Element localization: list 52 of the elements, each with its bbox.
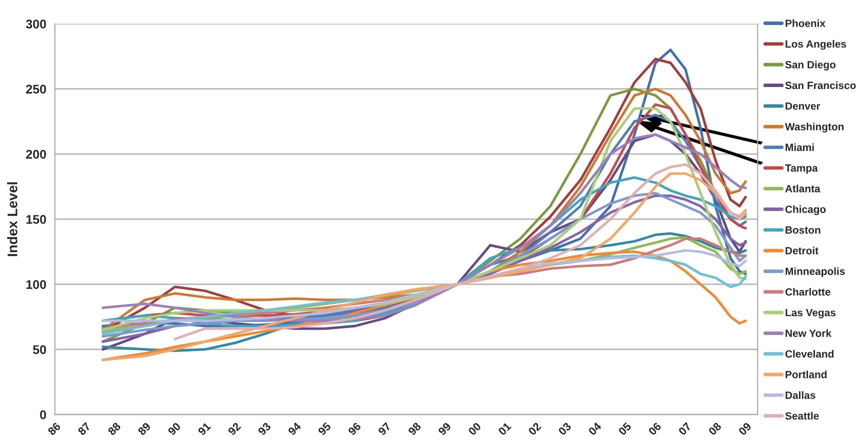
legend-label: Boston [786, 226, 820, 234]
y-tick-label: 100 [26, 280, 46, 289]
x-tick-label: 07 [678, 422, 692, 436]
x-tick-label: 98 [408, 422, 422, 436]
x-tick-label: 89 [137, 422, 152, 436]
legend-label: Detroit [786, 246, 818, 254]
x-tick-label: 03 [558, 422, 572, 436]
legend-label: Cleveland [785, 350, 834, 358]
legend-label: Denver [786, 102, 820, 110]
legend-label: Atlanta [785, 184, 820, 192]
y-tick-label: 300 [26, 20, 46, 28]
x-tick-label: 87 [77, 422, 92, 436]
y-tick-label: 150 [26, 214, 46, 224]
x-tick-label: 02 [528, 422, 542, 436]
x-tick-label: 95 [318, 422, 332, 436]
x-tick-label: 97 [378, 422, 392, 436]
legend-label: Miami [786, 143, 814, 152]
x-tick-label: 94 [288, 422, 302, 436]
x-tick-label: 93 [258, 422, 272, 436]
legend-label: Phoenix [786, 19, 826, 28]
legend-label: Dallas [786, 391, 816, 399]
x-tick-label: 88 [107, 422, 122, 436]
legend-label: New York [786, 329, 832, 337]
y-tick-label: 200 [26, 150, 46, 159]
x-tick-label: 90 [167, 422, 182, 436]
legend-label: Chicago [785, 205, 826, 216]
x-tick-label: 86 [47, 422, 62, 436]
x-tick-label: 96 [348, 422, 362, 436]
x-tick-label: 92 [227, 422, 242, 436]
legend-label: Washington [784, 122, 844, 132]
legend-label: Charlotte [785, 288, 830, 296]
x-tick-label: 00 [468, 422, 482, 436]
y-axis-title: Index Level [7, 182, 18, 256]
legend-label: Seattle [785, 412, 819, 420]
legend-label: San Diego [785, 60, 836, 70]
x-tick-label: 01 [498, 422, 512, 436]
x-tick-label: 91 [197, 422, 212, 436]
y-tick-label: 50 [32, 345, 46, 354]
legend-label: Tampa [785, 164, 818, 174]
x-tick-label: 99 [438, 422, 452, 436]
x-tick-label: 09 [738, 422, 752, 436]
legend-label: Las Vegas [786, 309, 836, 318]
legend-label: Los Angeles [786, 40, 846, 50]
legend-label: Portland [786, 370, 827, 378]
y-tick-label: 250 [26, 84, 46, 94]
legend-label: San Francisco [785, 81, 856, 90]
x-tick-label: 04 [588, 422, 602, 436]
x-tick-label: 05 [618, 422, 632, 436]
legend-label: Minneapolis [786, 267, 845, 278]
y-tick-label: 0 [40, 410, 46, 420]
x-tick-label: 06 [648, 422, 662, 436]
x-tick-label: 08 [708, 422, 722, 436]
